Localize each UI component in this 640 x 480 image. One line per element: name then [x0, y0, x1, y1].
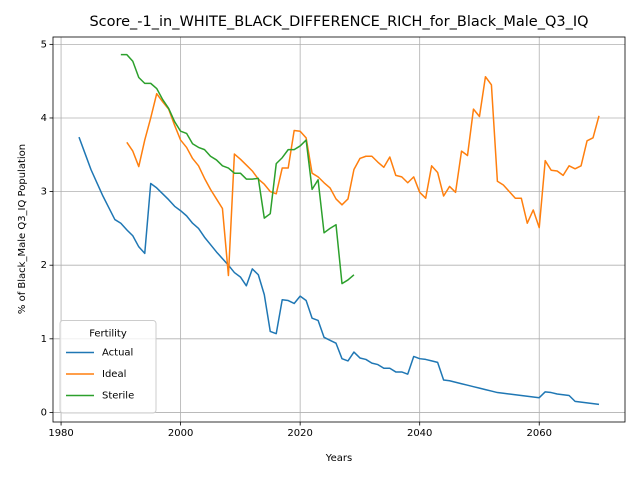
y-tick-label: 0	[41, 407, 47, 418]
legend-title: Fertility	[89, 329, 127, 340]
x-tick-label: 2000	[168, 428, 193, 439]
legend-label: Ideal	[102, 369, 126, 380]
y-tick-label: 1	[41, 334, 47, 345]
y-tick-label: 3	[41, 187, 47, 198]
legend: Fertility Actual Ideal Sterile	[59, 320, 157, 414]
y-tick-label: 4	[41, 113, 47, 124]
plot-frame	[52, 36, 626, 423]
series-line	[126, 76, 600, 277]
legend-label: Actual	[102, 348, 133, 359]
x-axis-label: Years	[325, 453, 352, 464]
x-tick-label: 1980	[48, 428, 73, 439]
y-axis-label: % of Black_Male Q3_IQ Population	[17, 144, 28, 314]
x-tick-label: 2060	[527, 428, 552, 439]
chart-title: Score_-1_in_WHITE_BLACK_DIFFERENCE_RICH_…	[89, 14, 588, 30]
series-line	[120, 53, 355, 285]
x-tick-label: 2040	[407, 428, 432, 439]
y-tick-label: 2	[41, 260, 47, 271]
y-tick-label: 5	[41, 39, 47, 50]
legend-label: Sterile	[102, 391, 134, 402]
x-tick-label: 2020	[287, 428, 312, 439]
series-line	[78, 136, 600, 406]
legend-box	[59, 320, 157, 414]
